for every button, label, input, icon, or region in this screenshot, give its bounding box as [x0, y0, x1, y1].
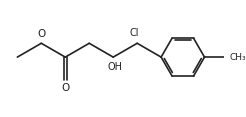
- Text: OH: OH: [107, 62, 122, 72]
- Text: CH₃: CH₃: [230, 53, 246, 62]
- Text: O: O: [61, 83, 69, 93]
- Text: O: O: [37, 29, 46, 39]
- Text: Cl: Cl: [130, 28, 139, 38]
